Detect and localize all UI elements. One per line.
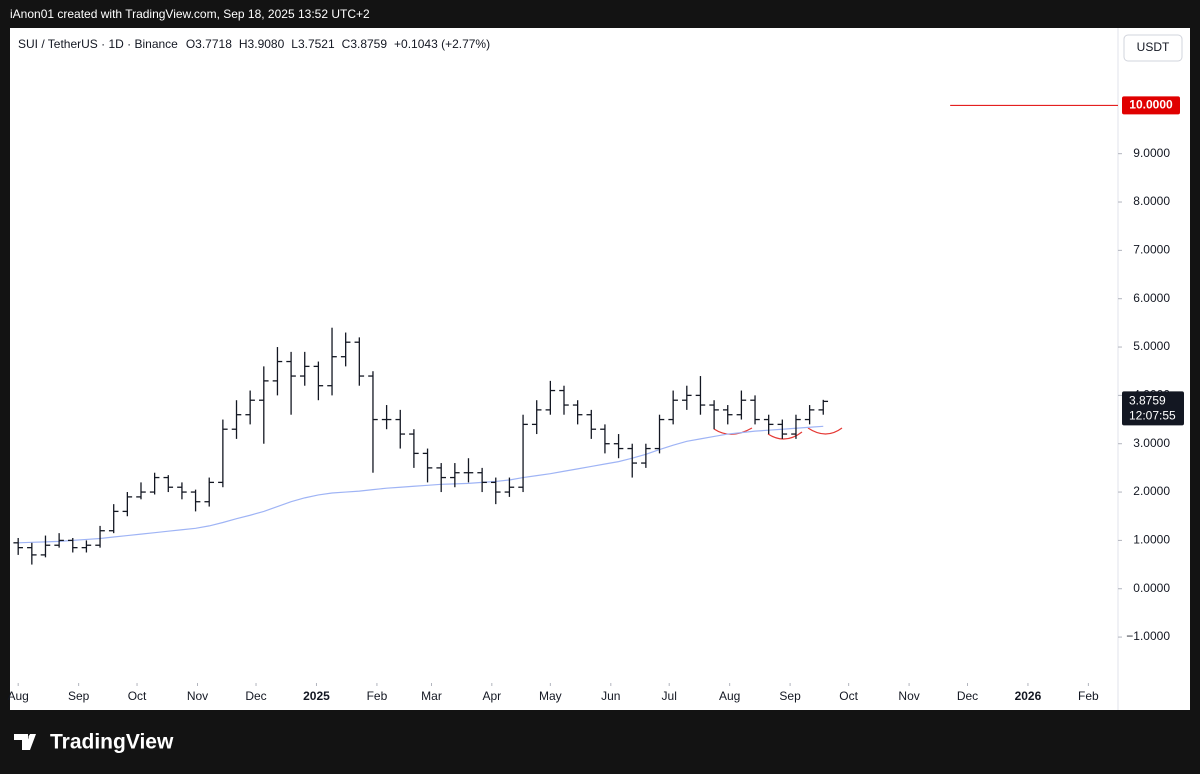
currency-button[interactable] bbox=[1123, 34, 1183, 62]
y-tick-label: 6.0000 bbox=[1133, 291, 1170, 305]
ohlc-legend: +0.1043 (+2.77%) bbox=[394, 37, 490, 51]
x-tick-label: Nov bbox=[898, 689, 919, 703]
countdown: 12:07:55 bbox=[1129, 409, 1176, 423]
y-tick-label: 0.0000 bbox=[1133, 581, 1170, 595]
currency[interactable]: USDT bbox=[1137, 40, 1170, 54]
y-tick-label: 5.0000 bbox=[1133, 339, 1170, 353]
footer: TradingView bbox=[14, 731, 174, 754]
last-price-box bbox=[1122, 391, 1184, 426]
y-tick-label: −1.0000 bbox=[1126, 629, 1170, 643]
x-tick-label: Apr bbox=[482, 689, 501, 703]
ohlc-legend: C3.8759 bbox=[342, 37, 388, 51]
moving-average bbox=[18, 425, 824, 544]
x-tick-label: Jul bbox=[662, 689, 677, 703]
x-tick-label: Oct bbox=[128, 689, 147, 703]
x-tick-label: Nov bbox=[187, 689, 208, 703]
arc bbox=[713, 427, 753, 435]
header-text: iAnon01 created with TradingView.com, Se… bbox=[10, 7, 370, 21]
ohlc-legend: L3.7521 bbox=[291, 37, 335, 51]
y-tick-label: 2.0000 bbox=[1133, 484, 1170, 498]
x-tick-label: 2026 bbox=[1015, 689, 1042, 703]
y-tick-label: 3.0000 bbox=[1133, 436, 1170, 450]
last-price: 3.8759 bbox=[1129, 394, 1166, 408]
target-label: 10.0000 bbox=[1129, 98, 1173, 112]
ohlc-legend: H3.9080 bbox=[239, 37, 285, 51]
y-tick-label: 8.0000 bbox=[1133, 194, 1170, 208]
y-tick-label: 7.0000 bbox=[1133, 243, 1170, 257]
x-tick-label: Dec bbox=[245, 689, 266, 703]
logo-dot bbox=[28, 734, 34, 740]
x-tick-label: Dec bbox=[957, 689, 978, 703]
x-tick-label: Feb bbox=[1078, 689, 1099, 703]
symbol-legend: SUI / TetherUS · 1D · Binance O3.7718 H3.… bbox=[18, 37, 490, 51]
x-tick-label: Jun bbox=[601, 689, 620, 703]
x-tick-label: Aug bbox=[8, 689, 29, 703]
x-tick-label: Aug bbox=[719, 689, 740, 703]
x-tick-label: Mar bbox=[421, 689, 442, 703]
ohlc-legend: O3.7718 bbox=[186, 37, 232, 51]
x-tick-label: Oct bbox=[839, 689, 858, 703]
x-tick-label: May bbox=[539, 689, 562, 703]
x-tick-label: Feb bbox=[367, 689, 388, 703]
brand: TradingView bbox=[50, 731, 174, 754]
target-label-box bbox=[1122, 96, 1180, 115]
x-tick-label: Sep bbox=[779, 689, 801, 703]
y-tick-label: 1.0000 bbox=[1133, 533, 1170, 547]
x-tick-label: Sep bbox=[68, 689, 90, 703]
symbol: SUI / TetherUS · 1D · Binance bbox=[18, 37, 178, 51]
arc bbox=[767, 431, 803, 440]
chart-area bbox=[10, 28, 1190, 710]
pattern-arcs bbox=[713, 427, 843, 440]
y-tick-label: 9.0000 bbox=[1133, 146, 1170, 160]
arc bbox=[807, 427, 843, 435]
x-tick-label: 2025 bbox=[303, 689, 330, 703]
